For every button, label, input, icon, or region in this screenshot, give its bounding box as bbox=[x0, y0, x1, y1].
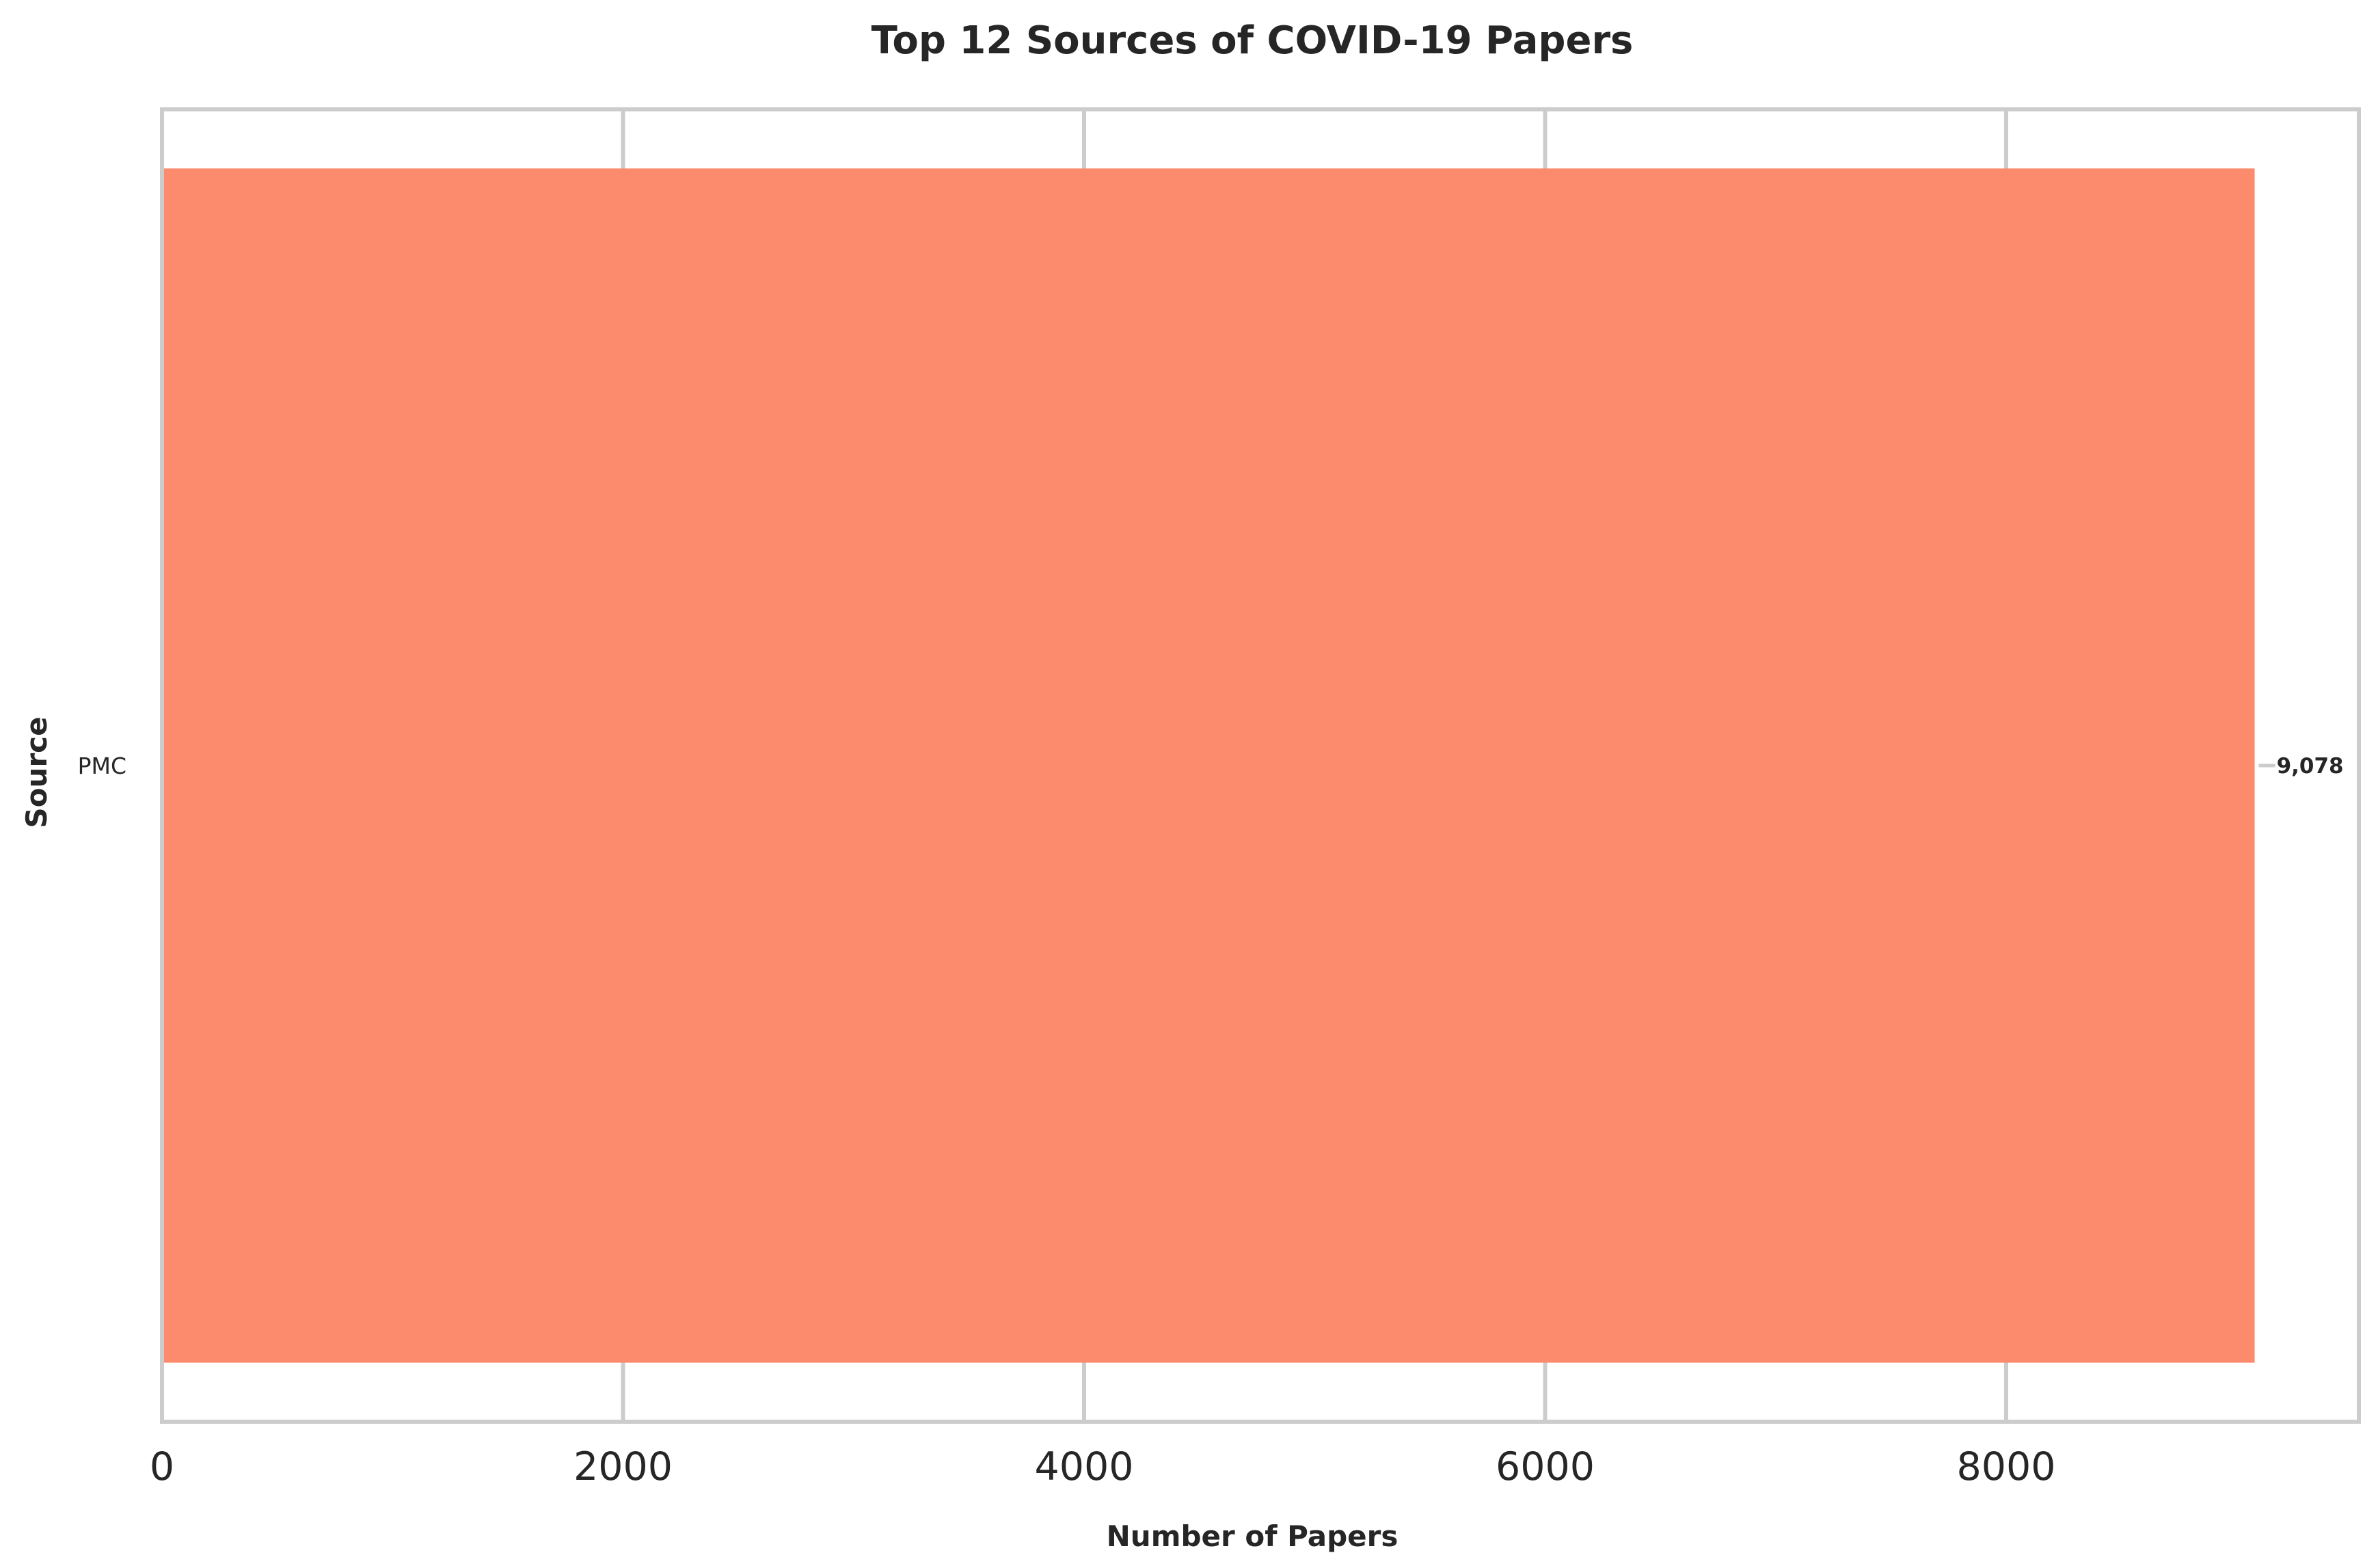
bars bbox=[162, 168, 2255, 1363]
bar-value-label: 9,078 bbox=[2277, 754, 2344, 779]
y-category-labels: PMC bbox=[78, 753, 126, 779]
y-axis-label: Source bbox=[20, 716, 53, 828]
x-axis-label: Number of Papers bbox=[1107, 1519, 1399, 1553]
bar-value-labels: 9,078 bbox=[2277, 754, 2344, 779]
chart-title: Top 12 Sources of COVID-19 Papers bbox=[872, 18, 1634, 63]
plot-frame bbox=[160, 107, 2361, 1424]
x-tick-label: 2000 bbox=[573, 1444, 673, 1489]
x-tick-label: 8000 bbox=[1956, 1444, 2055, 1489]
bar bbox=[162, 168, 2255, 1363]
x-tick-labels: 0 2000 4000 6000 8000 bbox=[150, 1444, 2056, 1489]
y-category-label: PMC bbox=[78, 753, 126, 779]
x-tick-label: 4000 bbox=[1034, 1444, 1133, 1489]
x-tick-label: 0 bbox=[150, 1444, 174, 1489]
x-tick-label: 6000 bbox=[1496, 1444, 1595, 1489]
